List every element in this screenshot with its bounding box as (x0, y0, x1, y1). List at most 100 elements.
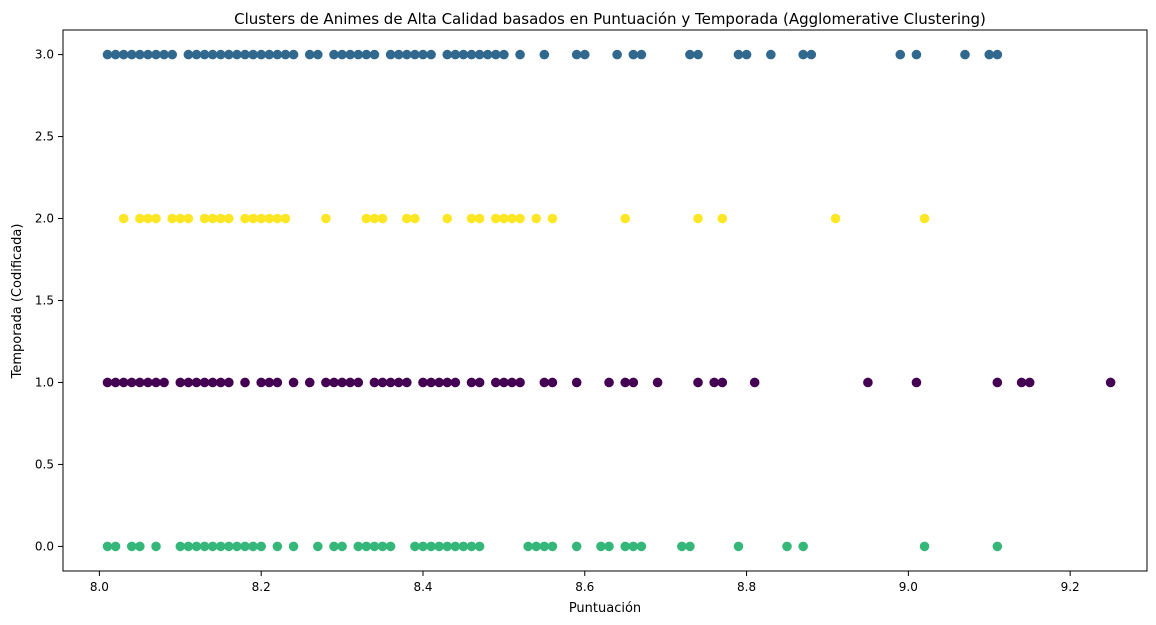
scatter-point (863, 377, 873, 388)
x-tick-label: 8.8 (737, 580, 756, 594)
scatter-point (135, 213, 145, 224)
y-tick-label: 2.0 (35, 212, 54, 226)
scatter-point (418, 541, 428, 552)
scatter-point (369, 213, 380, 224)
plot-area (62, 29, 1148, 572)
scatter-point (911, 49, 922, 60)
scatter-point (539, 377, 550, 388)
scatter-point (604, 377, 614, 388)
scatter-point (280, 213, 291, 224)
scatter-point (232, 49, 242, 60)
scatter-point (353, 49, 364, 60)
chart-title: Clusters de Animes de Alta Calidad basad… (234, 10, 986, 28)
scatter-point (167, 213, 178, 224)
scatter-point (693, 377, 703, 388)
scatter-point (232, 541, 242, 552)
scatter-point (434, 377, 444, 388)
scatter-point (272, 213, 283, 224)
scatter-point (709, 377, 720, 388)
scatter-point (507, 213, 517, 224)
scatter-point (596, 541, 606, 552)
scatter-point (207, 541, 218, 552)
scatter-point (539, 541, 550, 552)
scatter-point (264, 49, 275, 60)
scatter-point (523, 541, 533, 552)
scatter-point (418, 377, 428, 388)
scatter-point (110, 541, 121, 552)
scatter-point (151, 213, 161, 224)
scatter-point (385, 49, 396, 60)
scatter-point (571, 49, 582, 60)
scatter-point (337, 377, 347, 388)
scatter-point (717, 213, 728, 224)
scatter-point (547, 213, 558, 224)
scatter-point (191, 49, 202, 60)
scatter-point (313, 541, 323, 552)
scatter-point (329, 377, 339, 388)
scatter-point (175, 541, 186, 552)
scatter-point (361, 49, 372, 60)
y-tick-label: 3.0 (35, 48, 54, 62)
scatter-point (434, 541, 444, 552)
y-axis-label: Temporada (Codificada) (10, 224, 25, 380)
scatter-point (426, 377, 436, 388)
scatter-point (329, 541, 339, 552)
scatter-point (402, 377, 412, 388)
scatter-point (345, 377, 355, 388)
scatter-point (224, 213, 234, 224)
scatter-point (490, 213, 501, 224)
scatter-point (410, 49, 420, 60)
scatter-point (313, 49, 323, 60)
scatter-point (531, 541, 542, 552)
scatter-point (110, 377, 121, 388)
scatter-point (304, 49, 315, 60)
scatter-point (515, 377, 525, 388)
scatter-point (135, 377, 145, 388)
scatter-point (410, 541, 420, 552)
scatter-point (337, 49, 347, 60)
scatter-point (353, 377, 364, 388)
scatter-point (393, 49, 404, 60)
scatter-point (466, 49, 477, 60)
scatter-point (215, 49, 226, 60)
scatter-point (345, 49, 355, 60)
scatter-point (717, 377, 728, 388)
scatter-point (911, 377, 922, 388)
scatter-point (272, 541, 283, 552)
scatter-point (620, 541, 631, 552)
scatter-point (450, 377, 461, 388)
scatter-point (126, 541, 137, 552)
scatter-point (547, 541, 558, 552)
scatter-point (191, 541, 202, 552)
scatter-point (215, 213, 226, 224)
scatter-point (256, 213, 266, 224)
scatter-point (652, 377, 663, 388)
scatter-point (385, 377, 396, 388)
scatter-point (183, 377, 194, 388)
scatter-point (393, 377, 404, 388)
scatter-point (240, 49, 250, 60)
y-axis-ticks: 0.0 0.5 1.0 1.5 2.0 2.5 3.0 (35, 48, 63, 553)
scatter-point (248, 213, 258, 224)
scatter-point (151, 49, 161, 60)
scatter-point (515, 49, 525, 60)
scatter-point (442, 213, 453, 224)
scatter-point (272, 377, 283, 388)
x-tick-label: 8.0 (90, 580, 109, 594)
scatter-point (183, 541, 194, 552)
points-layer (102, 49, 1116, 552)
scatter-point (1016, 377, 1027, 388)
scatter-point (353, 541, 364, 552)
scatter-point (749, 377, 760, 388)
x-tick-label: 9.0 (899, 580, 918, 594)
scatter-point (992, 49, 1003, 60)
scatter-point (102, 377, 113, 388)
scatter-point (571, 377, 582, 388)
scatter-point (612, 49, 622, 60)
scatter-point (280, 49, 291, 60)
scatter-point (636, 541, 647, 552)
scatter-point (256, 377, 266, 388)
scatter-point (207, 49, 218, 60)
